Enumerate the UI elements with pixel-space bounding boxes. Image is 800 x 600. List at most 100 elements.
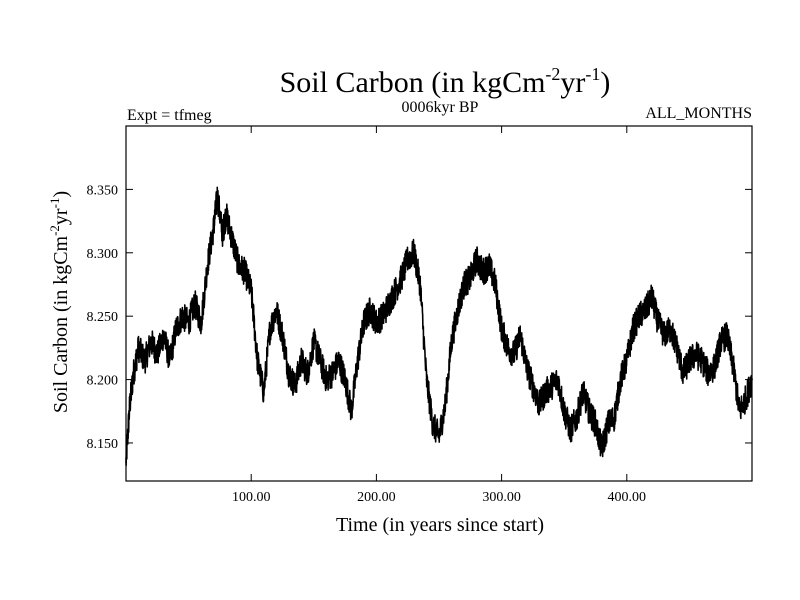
data-point: [206, 264, 209, 267]
data-point: [300, 359, 303, 362]
data-point: [456, 309, 459, 311]
data-point: [713, 366, 716, 368]
y-tick-label: 8.300: [87, 247, 119, 262]
data-point: [538, 404, 540, 406]
data-point: [237, 264, 240, 267]
subtitle-months: ALL_MONTHS: [645, 105, 752, 122]
data-point: [413, 251, 415, 254]
data-point: [216, 194, 219, 197]
data-point: [125, 461, 127, 463]
data-point: [500, 328, 503, 330]
y-axis-label-sup2: -1: [47, 198, 62, 209]
data-point: [363, 321, 365, 324]
subtitle-experiment: Expt = tfmeg: [127, 107, 212, 124]
data-point: [626, 359, 628, 362]
data-point: [281, 334, 284, 336]
data-point: [319, 359, 321, 362]
data-point: [294, 385, 296, 387]
data-point: [519, 334, 522, 336]
data-point: [143, 359, 146, 362]
data-point: [388, 302, 390, 305]
data-point: [707, 372, 709, 375]
data-point: [162, 334, 165, 336]
data-point: [669, 328, 672, 330]
plot-frame: [125, 125, 753, 482]
data-point: [425, 378, 428, 381]
data-point: [169, 359, 171, 362]
data-point: [463, 283, 465, 286]
data-point: [128, 404, 131, 406]
data-point: [544, 391, 547, 394]
y-axis-label-end: ): [50, 191, 72, 198]
data-point: [419, 283, 422, 286]
data-point: [663, 334, 666, 336]
data-point: [676, 347, 678, 349]
data-point: [719, 340, 722, 343]
data-point: [331, 372, 334, 375]
data-point: [694, 353, 697, 356]
data-point: [732, 366, 735, 368]
data-point: [600, 448, 603, 451]
data-point: [450, 340, 453, 343]
data-point: [325, 378, 328, 381]
data-point: [619, 378, 622, 381]
x-tick-label: 200.00: [357, 490, 396, 505]
data-point: [594, 423, 597, 425]
x-tick-label: 300.00: [482, 490, 521, 505]
chart-title-main: Soil Carbon (in kgCm: [280, 66, 546, 99]
y-axis-label-sup1: -2: [47, 225, 62, 236]
subtitle-period: 0006kyr BP: [402, 99, 479, 116]
data-point: [256, 359, 259, 362]
data-point: [550, 385, 553, 387]
y-tick-label: 8.250: [87, 310, 119, 325]
data-point: [262, 391, 265, 394]
data-point: [369, 309, 371, 311]
data-point: [582, 391, 584, 394]
data-point: [513, 353, 515, 356]
data-point: [156, 353, 159, 356]
data-point: [137, 347, 140, 349]
data-point: [482, 271, 484, 273]
data-point: [701, 359, 703, 362]
chart-title: Soil Carbon (in kgCm-2yr-1): [280, 64, 611, 99]
data-point: [406, 258, 409, 260]
data-point: [475, 258, 478, 260]
data-point: [375, 321, 378, 324]
data-point: [607, 423, 609, 425]
data-point: [225, 213, 227, 216]
data-point: [738, 410, 741, 413]
data-point: [287, 372, 290, 375]
data-point: [638, 315, 641, 317]
data-point: [344, 378, 346, 381]
data-point: [269, 328, 271, 330]
data-point: [575, 416, 578, 419]
data-point: [187, 321, 190, 324]
data-point: [400, 277, 403, 279]
data-point: [532, 385, 534, 387]
chart-title-sup1: -2: [545, 64, 560, 84]
data-point: [688, 359, 691, 362]
y-tick-label: 8.200: [87, 374, 119, 389]
data-point: [444, 404, 447, 406]
x-tick-label: 100.00: [232, 490, 271, 505]
data-point: [751, 378, 753, 381]
data-point: [726, 334, 728, 336]
y-tick-label: 8.150: [87, 437, 119, 452]
data-point: [350, 410, 353, 413]
x-tick-label: 400.00: [608, 490, 647, 505]
data-point: [657, 321, 659, 324]
data-point: [469, 277, 472, 279]
data-point: [588, 410, 591, 413]
x-axis-label: Time (in years since start): [336, 514, 544, 536]
data-point: [651, 296, 653, 298]
data-point: [394, 290, 396, 292]
data-point: [313, 340, 315, 343]
data-point: [431, 423, 434, 425]
data-point: [632, 328, 634, 330]
data-point: [569, 429, 572, 432]
data-point: [200, 321, 202, 324]
data-point: [194, 302, 196, 305]
data-point: [381, 315, 384, 317]
data-point: [231, 239, 234, 241]
